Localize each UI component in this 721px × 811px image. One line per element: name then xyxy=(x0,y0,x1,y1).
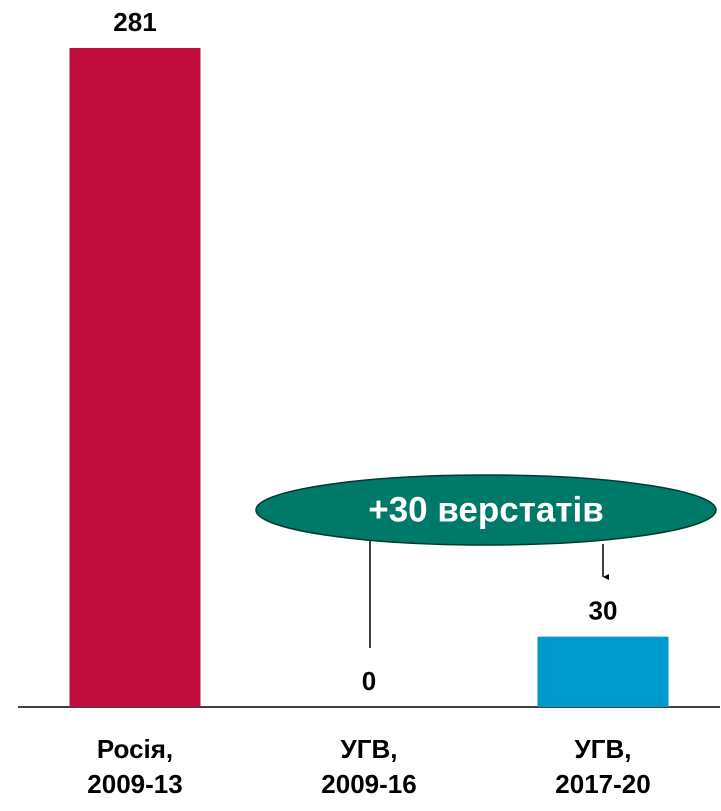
value-label: 281 xyxy=(113,7,156,37)
x-tick-label: УГВ, xyxy=(575,734,632,764)
bar xyxy=(537,636,669,707)
x-tick-label: 2009-13 xyxy=(87,769,182,799)
annotation-ellipse xyxy=(255,474,717,546)
x-tick-label: 2017-20 xyxy=(555,769,650,799)
x-tick-label: 2009-16 xyxy=(321,769,416,799)
annotation: +30 верстатів xyxy=(368,490,603,529)
x-tick-label: УГВ, xyxy=(341,734,398,764)
bar xyxy=(69,48,201,707)
value-label: 0 xyxy=(362,666,376,696)
value-label: 30 xyxy=(589,596,618,626)
x-tick-label: Росія, xyxy=(97,734,173,764)
